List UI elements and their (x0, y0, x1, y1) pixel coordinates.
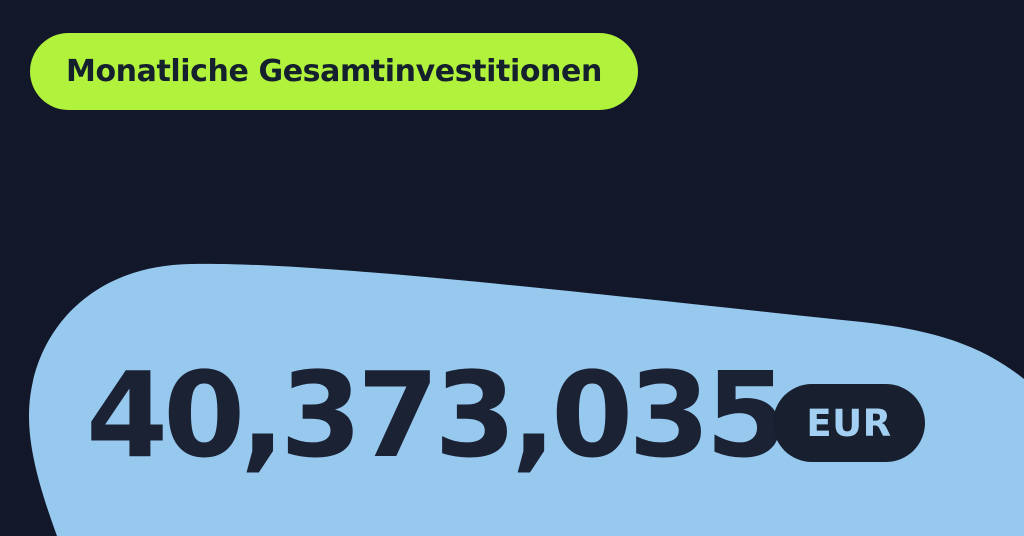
currency-pill: EUR (773, 384, 925, 462)
metric-title-label: Monatliche Gesamtinvestitionen (66, 54, 602, 89)
metric-value: 40,373,035 (86, 346, 787, 484)
metric-title-badge: Monatliche Gesamtinvestitionen (30, 33, 638, 110)
currency-label: EUR (806, 401, 892, 445)
